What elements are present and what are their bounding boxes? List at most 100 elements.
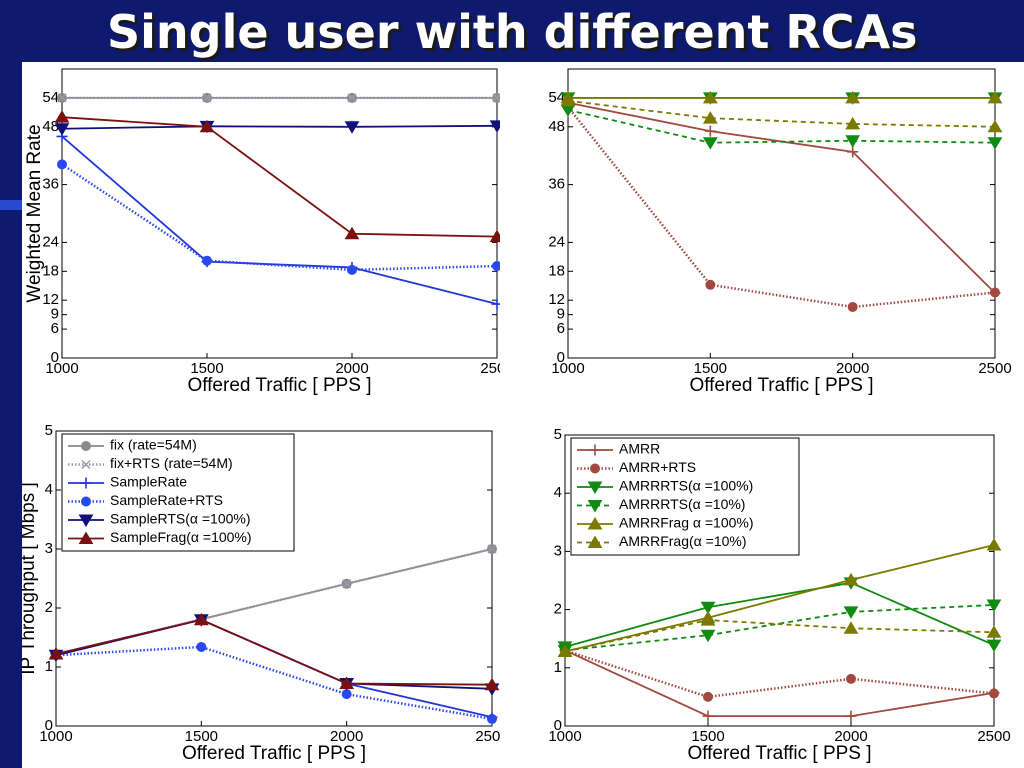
marker (700, 601, 716, 615)
marker (489, 120, 500, 133)
y-tick-label: 4 (45, 481, 53, 498)
marker (347, 93, 357, 103)
marker (492, 261, 500, 272)
marker (702, 710, 714, 722)
marker (81, 441, 91, 451)
legend-box (61, 433, 295, 552)
y-tick-label: 0 (554, 717, 562, 734)
x-axis-label: Offered Traffic [ PPS ] (182, 743, 366, 764)
x-tick-label: 1000 (551, 360, 584, 377)
marker (846, 673, 856, 684)
marker (54, 123, 70, 136)
marker (587, 517, 603, 530)
legend-label: AMRRFrag(α =10%) (619, 533, 747, 549)
plot-frame (567, 68, 996, 359)
marker (703, 691, 713, 702)
marker (987, 137, 1003, 150)
y-tick-label: 36 (548, 176, 565, 193)
marker (81, 459, 91, 470)
x-tick-label: 2500 (475, 728, 508, 745)
x-tick-label: 2500 (978, 360, 1011, 377)
marker (845, 116, 861, 130)
series-line (564, 649, 995, 718)
y-tick-label: 9 (557, 306, 565, 323)
marker (986, 625, 1002, 638)
marker (81, 496, 91, 507)
legend-label: SampleRate (110, 474, 187, 490)
plot-frame (55, 430, 493, 727)
marker (702, 90, 718, 104)
x-tick-label: 2000 (834, 728, 867, 745)
marker (344, 121, 360, 134)
plot-frame (564, 434, 995, 727)
chart-panel (22, 62, 1024, 768)
marker (560, 93, 576, 107)
marker (342, 579, 352, 589)
y-tick-label: 12 (42, 291, 59, 308)
series-line (564, 544, 995, 653)
x-tick-label: 2000 (836, 360, 869, 377)
x-tick-label: 1000 (548, 728, 581, 745)
marker (489, 229, 500, 243)
y-tick-label: 6 (51, 320, 59, 337)
x-tick-label: 2000 (335, 360, 368, 377)
marker (986, 599, 1002, 612)
legend-label: AMRR (619, 441, 660, 457)
x-axis-label: Offered Traffic [ PPS ] (689, 375, 873, 396)
series-line (55, 645, 493, 721)
slide-title: Single user with different RCAs (107, 5, 918, 59)
marker (843, 606, 859, 619)
x-tick-label: 1500 (185, 728, 218, 745)
marker (702, 137, 718, 150)
x-tick-label: 1500 (190, 360, 223, 377)
x-tick-label: 1500 (694, 360, 727, 377)
marker (986, 538, 1002, 551)
marker (845, 710, 857, 722)
legend-label: SampleFrag(α =100%) (110, 529, 252, 545)
marker (700, 629, 716, 643)
y-tick-label: 5 (554, 426, 562, 443)
marker (78, 531, 94, 544)
y-tick-label: 1 (45, 658, 53, 675)
marker (80, 477, 92, 489)
marker (78, 514, 94, 527)
y-tick-label: 18 (548, 262, 565, 279)
y-tick-label: 0 (557, 349, 565, 366)
marker (843, 621, 859, 634)
y-axis-label: IP Throughput [ Mbps ] (18, 482, 39, 675)
y-tick-label: 0 (45, 717, 53, 734)
marker (845, 135, 861, 148)
marker (344, 226, 360, 240)
legend-label: SampleRTS(α =100%) (110, 511, 251, 527)
legend-label: fix (rate=54M) (110, 437, 197, 453)
y-tick-label: 12 (548, 291, 565, 308)
series-line (567, 109, 996, 144)
y-tick-label: 2 (554, 601, 562, 618)
x-tick-label: 2500 (480, 360, 513, 377)
series-line (564, 619, 995, 653)
y-axis-label: Weighted Mean Rate (24, 124, 45, 302)
marker (202, 255, 212, 266)
x-tick-label: 2000 (330, 728, 363, 745)
marker (54, 110, 70, 123)
marker (199, 119, 215, 133)
marker (590, 463, 600, 474)
y-tick-label: 4 (554, 484, 562, 501)
y-tick-label: 0 (51, 349, 59, 366)
y-tick-label: 2 (45, 599, 53, 616)
marker (587, 500, 603, 513)
legend-label: AMRR+RTS (619, 459, 696, 475)
x-axis-label: Offered Traffic [ PPS ] (187, 375, 371, 396)
legend-label: AMRRRTS(α =100%) (619, 478, 753, 494)
marker (587, 481, 603, 494)
y-tick-label: 6 (557, 320, 565, 337)
marker (48, 647, 64, 660)
series-line (61, 116, 498, 238)
plot-frame (61, 68, 498, 359)
marker (557, 644, 573, 658)
y-tick-label: 3 (554, 542, 562, 559)
title-shadow: Single user with different RCAs (110, 8, 921, 62)
marker (193, 612, 209, 626)
marker (986, 639, 1002, 653)
marker (487, 544, 497, 554)
